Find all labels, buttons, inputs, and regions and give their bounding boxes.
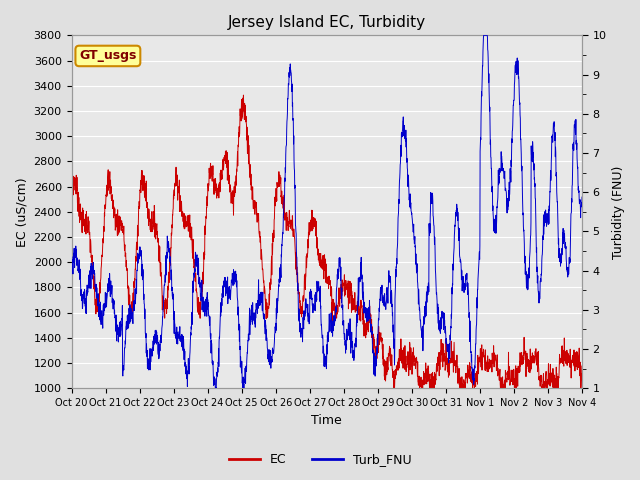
Y-axis label: Turbidity (FNU): Turbidity (FNU) bbox=[612, 165, 625, 259]
Y-axis label: EC (uS/cm): EC (uS/cm) bbox=[15, 177, 28, 247]
X-axis label: Time: Time bbox=[312, 414, 342, 427]
Legend: EC, Turb_FNU: EC, Turb_FNU bbox=[223, 448, 417, 471]
Text: GT_usgs: GT_usgs bbox=[79, 49, 136, 62]
Title: Jersey Island EC, Turbidity: Jersey Island EC, Turbidity bbox=[228, 15, 426, 30]
